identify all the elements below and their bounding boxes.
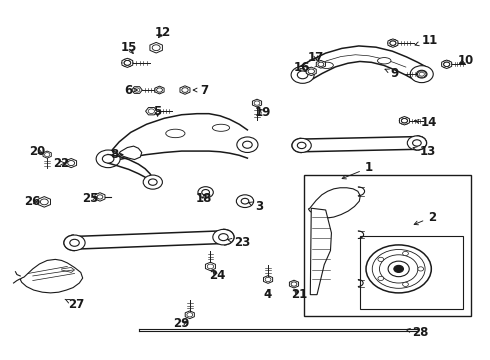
Circle shape (413, 140, 421, 146)
Polygon shape (296, 46, 428, 81)
Polygon shape (290, 280, 298, 288)
Circle shape (70, 239, 79, 246)
Polygon shape (180, 86, 190, 94)
Circle shape (102, 154, 114, 163)
Circle shape (366, 245, 431, 293)
Text: 19: 19 (255, 106, 271, 119)
Polygon shape (205, 262, 216, 271)
Text: 28: 28 (406, 326, 428, 339)
Polygon shape (122, 59, 133, 67)
Circle shape (378, 257, 384, 261)
Circle shape (407, 136, 426, 150)
Text: 8: 8 (110, 148, 123, 161)
Text: 1: 1 (342, 161, 373, 179)
Text: 15: 15 (121, 41, 137, 54)
Polygon shape (108, 114, 247, 163)
Polygon shape (399, 117, 410, 124)
Text: 4: 4 (264, 288, 272, 301)
Polygon shape (155, 86, 164, 94)
Polygon shape (301, 136, 417, 152)
Circle shape (418, 267, 424, 271)
Polygon shape (264, 276, 272, 283)
Circle shape (292, 138, 311, 153)
Circle shape (394, 265, 403, 273)
Polygon shape (310, 208, 331, 294)
Text: 13: 13 (413, 145, 436, 158)
Circle shape (237, 137, 258, 153)
Polygon shape (38, 197, 50, 207)
Polygon shape (132, 87, 142, 93)
Circle shape (388, 261, 409, 277)
Bar (304, 175, 471, 316)
Text: 17: 17 (308, 51, 324, 64)
Text: 10: 10 (458, 54, 474, 67)
Polygon shape (95, 193, 105, 201)
Text: 24: 24 (209, 270, 225, 283)
Ellipse shape (212, 124, 230, 131)
Text: 16: 16 (294, 60, 310, 73)
Circle shape (410, 66, 433, 83)
Text: 3: 3 (248, 200, 264, 213)
Circle shape (241, 198, 249, 204)
Polygon shape (66, 158, 76, 168)
Text: 2: 2 (414, 211, 436, 225)
Text: 22: 22 (53, 157, 70, 170)
Text: 18: 18 (196, 192, 212, 205)
Text: 14: 14 (415, 116, 437, 129)
Polygon shape (388, 40, 398, 46)
Ellipse shape (320, 62, 333, 68)
Circle shape (236, 195, 254, 207)
Text: 12: 12 (154, 26, 171, 39)
Text: 29: 29 (173, 318, 190, 330)
Polygon shape (252, 99, 262, 107)
Text: 11: 11 (415, 34, 438, 47)
Circle shape (243, 141, 252, 148)
Text: 7: 7 (193, 84, 208, 96)
Polygon shape (185, 311, 195, 319)
Polygon shape (306, 67, 316, 76)
Circle shape (202, 189, 209, 195)
Polygon shape (119, 146, 142, 159)
Circle shape (148, 179, 157, 185)
Circle shape (219, 234, 228, 240)
Circle shape (416, 70, 427, 78)
Ellipse shape (166, 129, 185, 138)
Text: 26: 26 (24, 195, 41, 208)
Circle shape (403, 282, 408, 287)
Polygon shape (441, 61, 452, 68)
Text: 9: 9 (385, 67, 399, 80)
Circle shape (96, 150, 120, 168)
Circle shape (403, 251, 408, 256)
Polygon shape (122, 58, 133, 67)
Polygon shape (74, 231, 224, 249)
Polygon shape (43, 151, 51, 158)
Text: 25: 25 (82, 192, 98, 205)
Polygon shape (20, 259, 83, 293)
Text: 23: 23 (228, 236, 251, 249)
Circle shape (378, 276, 384, 280)
Polygon shape (441, 60, 452, 68)
Circle shape (64, 235, 85, 251)
Polygon shape (150, 42, 162, 53)
Bar (360, 237, 464, 309)
Text: 21: 21 (291, 288, 307, 301)
Circle shape (143, 175, 162, 189)
Polygon shape (308, 188, 360, 218)
Polygon shape (317, 60, 325, 68)
Text: 27: 27 (65, 298, 84, 311)
Circle shape (291, 66, 314, 83)
Polygon shape (399, 117, 410, 125)
Text: 6: 6 (124, 84, 137, 96)
Polygon shape (417, 71, 426, 77)
Circle shape (213, 229, 234, 245)
Text: 20: 20 (29, 145, 46, 158)
Circle shape (297, 142, 306, 149)
Polygon shape (388, 39, 398, 48)
Circle shape (198, 187, 213, 198)
Circle shape (297, 71, 308, 79)
Polygon shape (146, 108, 157, 115)
Ellipse shape (377, 58, 391, 64)
Text: 5: 5 (153, 105, 162, 118)
